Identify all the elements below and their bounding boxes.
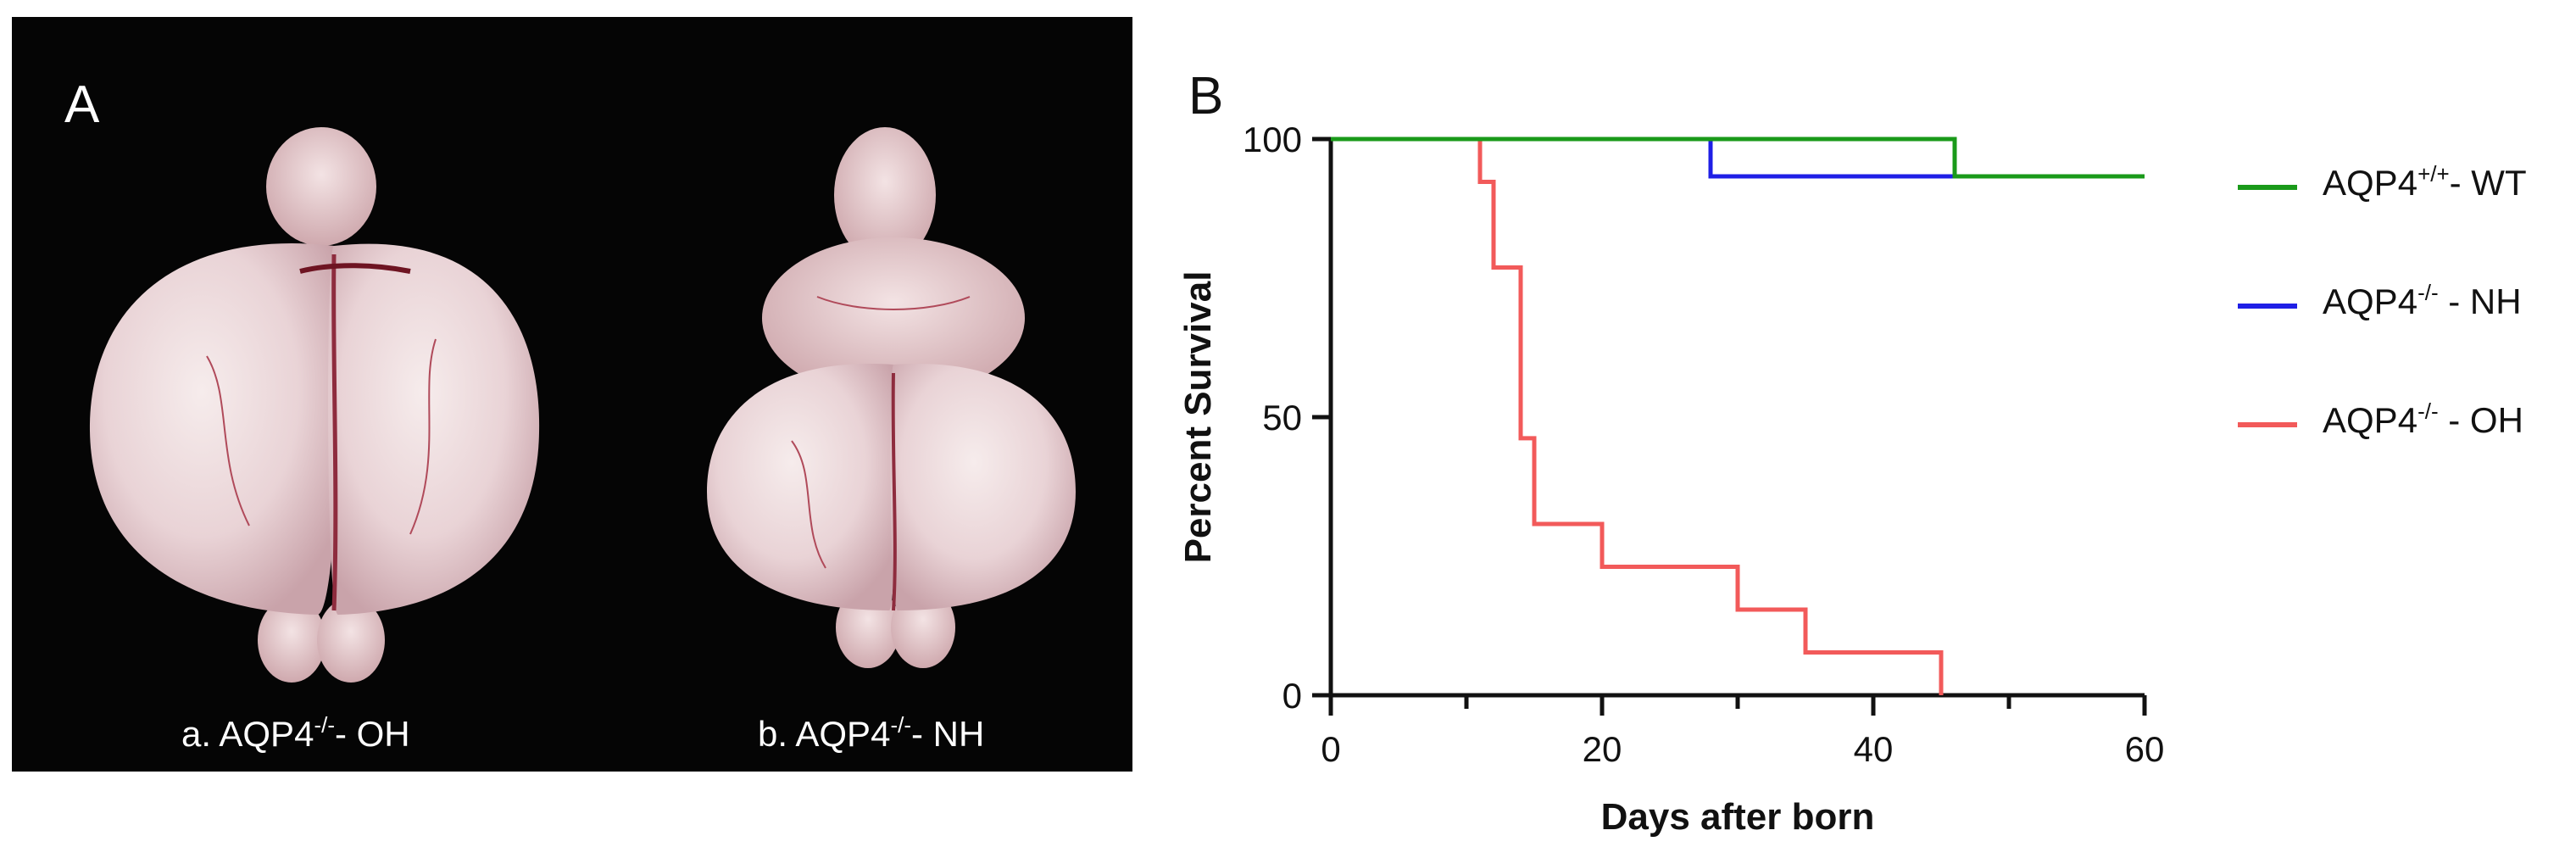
x-tick-label-60: 60 bbox=[2125, 729, 2165, 769]
y-tick-label-50: 50 bbox=[1262, 398, 1302, 437]
legend-label-suffix: - NH bbox=[2438, 281, 2522, 321]
caption-brain-nh: b. AQP4-/-- NH bbox=[758, 712, 984, 755]
legend-label: AQP4-/- - OH bbox=[2323, 398, 2523, 441]
caption-a-prefix: a. AQP4 bbox=[181, 714, 314, 754]
legend-label-sup: +/+ bbox=[2417, 161, 2450, 187]
brain-oh bbox=[89, 127, 540, 683]
legend-swatch bbox=[2238, 304, 2297, 309]
survival-curve-1 bbox=[1331, 137, 2145, 179]
panel-letter-b: B bbox=[1188, 67, 1224, 125]
legend-swatch bbox=[2238, 422, 2297, 427]
brain-nh bbox=[707, 127, 1076, 668]
survival-chart-panel: 0 50 100 0 20 40 60 Days after born Percent Surv… bbox=[1136, 0, 2576, 847]
caption-b-suffix: - NH bbox=[910, 714, 985, 754]
caption-a-sup: -/- bbox=[314, 712, 335, 738]
x-tick-label-40: 40 bbox=[1854, 729, 1894, 769]
brain-photograph bbox=[89, 127, 1076, 683]
legend-label-prefix: AQP4 bbox=[2323, 400, 2418, 440]
y-tick-label-0: 0 bbox=[1282, 676, 1302, 716]
survival-curve-0 bbox=[1331, 137, 2145, 179]
legend-label-suffix: - WT bbox=[2449, 163, 2527, 203]
caption-b-sup: -/- bbox=[890, 712, 911, 738]
x-tick-label-20: 20 bbox=[1583, 729, 1622, 769]
panel-letter-a: A bbox=[64, 75, 100, 134]
legend-label-suffix: - OH bbox=[2438, 400, 2523, 440]
y-axis-title: Percent Survival bbox=[1177, 271, 1219, 564]
legend-label: AQP4+/+- WT bbox=[2323, 161, 2527, 203]
caption-b-prefix: b. AQP4 bbox=[758, 714, 891, 754]
legend-label-sup: -/- bbox=[2417, 398, 2439, 424]
caption-brain-oh: a. AQP4-/-- OH bbox=[181, 712, 410, 755]
x-axis-title: Days after born bbox=[1601, 796, 1875, 838]
caption-a-suffix: - OH bbox=[334, 714, 410, 754]
legend-swatch bbox=[2238, 185, 2297, 190]
survival-curve-2 bbox=[1331, 137, 1944, 695]
y-tick-label-100: 100 bbox=[1243, 120, 1302, 159]
legend-label-prefix: AQP4 bbox=[2323, 163, 2418, 203]
x-tick-label-0: 0 bbox=[1321, 729, 1340, 769]
brain-photograph-panel: A a. AQP4-/-- OH b. AQP4-/-- NH bbox=[12, 17, 1132, 772]
survival-chart: 0 50 100 0 20 40 60 Days after born Percent Surv… bbox=[1177, 120, 2165, 838]
legend-label-sup: -/- bbox=[2417, 280, 2439, 305]
legend-label-prefix: AQP4 bbox=[2323, 281, 2418, 321]
legend-label: AQP4-/- - NH bbox=[2323, 280, 2522, 322]
